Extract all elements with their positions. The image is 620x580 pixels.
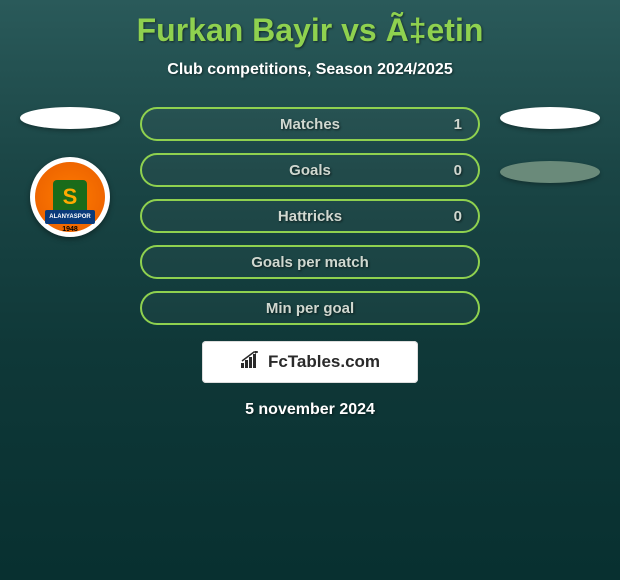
badge-year: 1948	[62, 226, 78, 233]
left-column: S 1948 ALANYASPOR	[20, 107, 120, 237]
page-title: Furkan Bayir vs Ã‡etin	[137, 12, 484, 49]
stat-bar-min-per-goal: Min per goal	[140, 291, 480, 325]
chart-icon	[240, 351, 262, 374]
brand-text: FcTables.com	[268, 352, 380, 372]
brand-box: FcTables.com	[202, 341, 418, 383]
badge-inner: S 1948 ALANYASPOR	[35, 162, 105, 232]
badge-letter: S	[53, 180, 87, 214]
stat-label: Matches	[280, 116, 340, 133]
stat-bar-hattricks: Hattricks 0	[140, 199, 480, 233]
stat-value: 0	[454, 208, 462, 225]
infographic-container: Furkan Bayir vs Ã‡etin Club competitions…	[0, 0, 620, 427]
stat-bar-goals-per-match: Goals per match	[140, 245, 480, 279]
stat-value: 1	[454, 116, 462, 133]
stats-column: Matches 1 Goals 0 Hattricks 0 Goals per …	[140, 107, 480, 325]
player1-ellipse	[20, 107, 120, 129]
right-column	[500, 107, 600, 183]
stat-label: Goals	[289, 162, 331, 179]
stat-label: Goals per match	[251, 254, 369, 271]
badge-ribbon: ALANYASPOR	[45, 210, 95, 224]
club-badge: S 1948 ALANYASPOR	[30, 157, 110, 237]
stat-label: Hattricks	[278, 208, 342, 225]
subtitle: Club competitions, Season 2024/2025	[167, 61, 452, 79]
date-text: 5 november 2024	[245, 401, 375, 419]
player2-ellipse-secondary	[500, 161, 600, 183]
content-row: S 1948 ALANYASPOR Matches 1 Goals 0 Hatt…	[0, 107, 620, 325]
stat-value: 0	[454, 162, 462, 179]
stat-bar-matches: Matches 1	[140, 107, 480, 141]
stat-bar-goals: Goals 0	[140, 153, 480, 187]
player2-ellipse	[500, 107, 600, 129]
stat-label: Min per goal	[266, 300, 354, 317]
